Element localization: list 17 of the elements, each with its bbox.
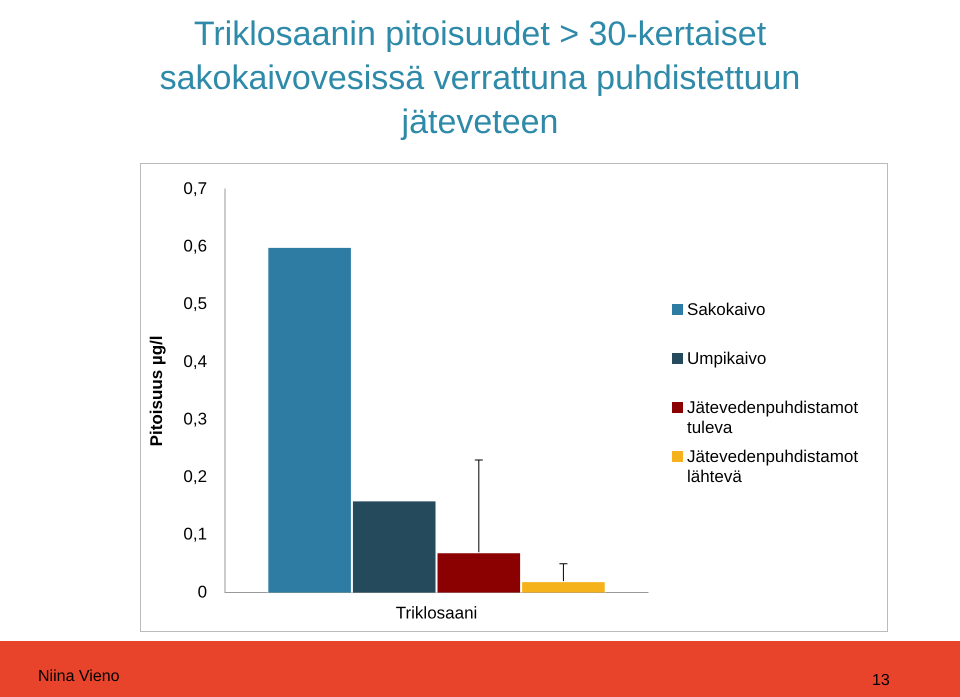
legend-label: Sakokaivo	[687, 300, 766, 320]
x-tick-label: Triklosaani	[396, 603, 478, 622]
y-tick-label: 0,2	[183, 467, 208, 486]
y-tick-label: 0	[198, 582, 208, 602]
y-axis-title: Pitoisuus µg/l	[146, 335, 166, 446]
y-tick-label: 0,1	[183, 524, 208, 544]
text: 13	[872, 672, 890, 690]
y-tick-label: 0,7	[183, 178, 208, 198]
y-tick-label: 0,6	[183, 236, 208, 256]
legend-label: Jätevedenpuhdistamot tuleva	[687, 398, 860, 438]
text: Niina Vieno	[38, 668, 120, 686]
chart-title: Triklosaanin pitoisuudet > 30-kertaiset sakokaivovesissä verrattuna puhdistettuun jäteveteen	[158, 14, 802, 143]
y-tick-label: 0,3	[183, 409, 208, 428]
y-tick-label: 0,4	[183, 352, 208, 371]
legend-label: Umpikaivo	[687, 349, 766, 369]
legend-label: Jätevedenpuhdistamot lähtevä	[687, 447, 860, 487]
y-tick-label: 0,5	[183, 294, 208, 314]
